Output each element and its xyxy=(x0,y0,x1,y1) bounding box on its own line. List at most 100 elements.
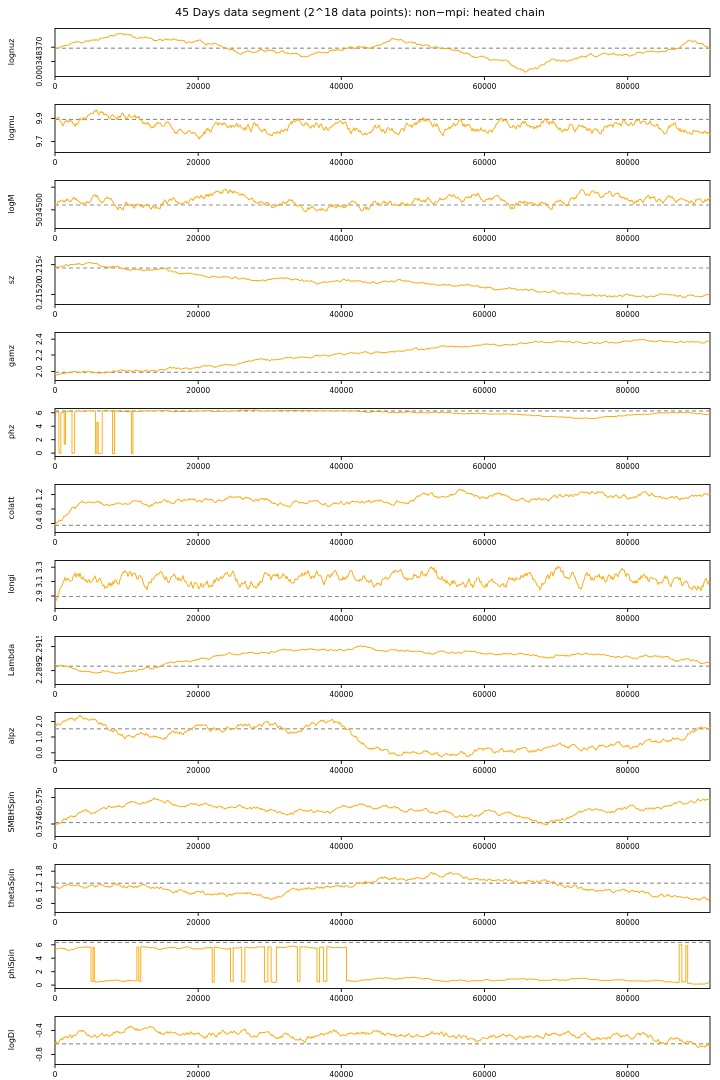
x-tick-label: 20000 xyxy=(186,766,210,775)
panel-box xyxy=(54,636,711,685)
mcmc-trace-line xyxy=(54,488,711,526)
y-tick-label: 1.2 xyxy=(35,881,44,893)
trace-panel-phz: 6 4 2 0 phz 0 20000 40000 60000 80000 xyxy=(7,408,711,471)
y-tick-label: 3.1 xyxy=(35,575,44,587)
y-tick-label: 0.4 xyxy=(35,517,44,529)
x-tick-label: 80000 xyxy=(616,994,640,1003)
x-tick-label: 20000 xyxy=(186,310,210,319)
panel-parameter-label: phiSpin xyxy=(7,949,16,979)
trace-panel-gamz: 2.4 2.2 2.0 gamz 0 20000 40000 60000 80000 xyxy=(7,332,711,395)
y-tick-label: 1.8 xyxy=(35,865,44,877)
x-tick-label: 40000 xyxy=(329,918,353,927)
x-tick-label: 20000 xyxy=(186,918,210,927)
x-tick-label: 20000 xyxy=(186,614,210,623)
y-tick-label: 5034500 xyxy=(35,193,44,227)
x-tick-label: 60000 xyxy=(473,386,497,395)
x-tick-label: 80000 xyxy=(616,766,640,775)
mcmc-trace-line xyxy=(54,871,711,901)
x-tick-label: 40000 xyxy=(329,310,353,319)
panel-parameter-label: thetaSpin xyxy=(7,869,16,908)
y-tick-label: 2.0 xyxy=(35,715,44,727)
x-tick-label: 60000 xyxy=(473,690,497,699)
x-tick-label: 60000 xyxy=(473,158,497,167)
x-tick-label: 0 xyxy=(53,82,58,91)
trace-panel-longi: 3.3 3.1 2.9 longi 0 20000 40000 60000 80000 xyxy=(7,560,711,623)
x-tick-label: 0 xyxy=(53,234,58,243)
trace-panel-lognuz: 0.000348370 lognuz 0 20000 40000 60000 80000 xyxy=(7,28,711,91)
x-tick-label: 80000 xyxy=(616,1070,640,1079)
y-tick-label: 0.5756 xyxy=(35,788,44,811)
y-tick-label: 2.2895 xyxy=(35,657,44,683)
mcmc-trace-line xyxy=(54,944,711,985)
x-tick-label: 40000 xyxy=(329,690,353,699)
x-tick-label: 20000 xyxy=(186,842,210,851)
mcmc-trace-line xyxy=(54,33,711,73)
x-tick-label: 0 xyxy=(53,158,58,167)
panel-parameter-label: logDl xyxy=(7,1030,16,1051)
y-tick-label: 4 xyxy=(35,956,44,961)
y-tick-label: 0.0 xyxy=(35,747,44,759)
x-tick-label: 40000 xyxy=(329,462,353,471)
x-tick-label: 0 xyxy=(53,766,58,775)
x-tick-label: 20000 xyxy=(186,386,210,395)
panel-parameter-label: Lambda xyxy=(7,644,16,676)
mcmc-trace-line xyxy=(54,1025,711,1049)
x-tick-label: 40000 xyxy=(329,538,353,547)
x-tick-label: 20000 xyxy=(186,538,210,547)
y-tick-label: 3.3 xyxy=(35,561,44,573)
panel-parameter-label: logmu xyxy=(7,115,16,140)
y-tick-label: 6 xyxy=(35,410,44,415)
x-tick-label: 0 xyxy=(53,918,58,927)
panel-parameter-label: alpz xyxy=(7,728,16,744)
x-tick-label: 60000 xyxy=(473,614,497,623)
x-tick-label: 60000 xyxy=(473,82,497,91)
panel-parameter-label: logM xyxy=(7,194,16,213)
x-tick-label: 80000 xyxy=(616,462,640,471)
mcmc-trace-line xyxy=(54,565,711,602)
x-tick-label: 0 xyxy=(53,842,58,851)
x-tick-label: 40000 xyxy=(329,158,353,167)
x-tick-label: 20000 xyxy=(186,462,210,471)
x-tick-label: 20000 xyxy=(186,690,210,699)
x-tick-label: 0 xyxy=(53,1070,58,1079)
x-tick-label: 80000 xyxy=(616,842,640,851)
x-tick-label: 40000 xyxy=(329,614,353,623)
panel-parameter-label: gamz xyxy=(7,345,16,367)
x-tick-label: 80000 xyxy=(616,82,640,91)
mcmc-trace-line xyxy=(54,797,711,826)
panel-box xyxy=(54,484,711,533)
panel-box xyxy=(54,864,711,913)
panel-parameter-label: phz xyxy=(7,425,16,439)
mcmc-trace-line xyxy=(54,188,711,213)
x-tick-label: 20000 xyxy=(186,82,210,91)
x-tick-label: 60000 xyxy=(473,310,497,319)
x-tick-label: 0 xyxy=(53,538,58,547)
panel-parameter-label: SMBHSpin xyxy=(7,792,16,833)
x-tick-label: 60000 xyxy=(473,538,497,547)
x-tick-label: 40000 xyxy=(329,1070,353,1079)
x-tick-label: 60000 xyxy=(473,842,497,851)
panel-box xyxy=(54,256,711,305)
x-tick-label: 80000 xyxy=(616,918,640,927)
panel-box xyxy=(54,1016,711,1065)
x-tick-label: 20000 xyxy=(186,1070,210,1079)
y-tick-label: -0.4 xyxy=(35,1023,44,1038)
y-tick-label: 9.7 xyxy=(35,135,44,147)
y-tick-label: 0.5746 xyxy=(35,811,44,837)
chart-title: 45 Days data segment (2^18 data points):… xyxy=(175,6,545,19)
x-tick-label: 80000 xyxy=(616,386,640,395)
x-tick-label: 0 xyxy=(53,690,58,699)
mcmc-trace-line xyxy=(54,338,711,376)
panel-box xyxy=(54,940,711,989)
y-tick-label: 0.8 xyxy=(35,503,44,515)
y-tick-label: 2.0 xyxy=(35,365,44,377)
y-tick-label: 9.9 xyxy=(35,112,44,124)
y-tick-label: 2 xyxy=(35,437,44,442)
x-tick-label: 40000 xyxy=(329,386,353,395)
trace-panel-logDl: -0.4 -0.8 logDl 0 20000 40000 60000 80000 xyxy=(7,1016,711,1079)
y-tick-label: 0 xyxy=(35,982,44,987)
panel-parameter-label: sz xyxy=(7,276,16,284)
x-tick-label: 0 xyxy=(53,386,58,395)
x-tick-label: 20000 xyxy=(186,994,210,1003)
y-tick-label: 0.21520 xyxy=(35,279,44,310)
